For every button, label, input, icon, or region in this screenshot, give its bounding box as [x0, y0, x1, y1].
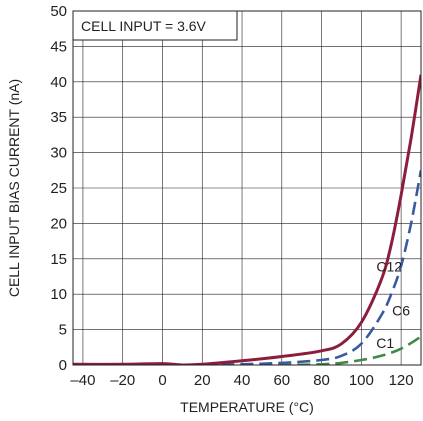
- x-tick-label: –20: [110, 372, 135, 389]
- x-tick-label: –40: [70, 372, 95, 389]
- y-tick-label: 40: [50, 74, 67, 91]
- x-tick-label: 60: [273, 372, 290, 389]
- series-labels: C12 C6 C1: [376, 259, 410, 351]
- series-line-c6: [202, 170, 421, 365]
- annotation-box: [72, 10, 238, 41]
- y-tick-label: 45: [50, 38, 67, 55]
- y-tick-label: 20: [50, 215, 67, 232]
- plot-frame: [72, 10, 422, 366]
- y-tick-labels: 0 5 10 15 20 25 30 35 40 45 50: [50, 3, 67, 374]
- y-tick-label: 5: [59, 322, 67, 339]
- x-tick-label: 0: [158, 372, 166, 389]
- y-tick-label: 30: [50, 145, 67, 162]
- x-tick-label: 20: [194, 372, 211, 389]
- series-label-c1: C1: [376, 335, 394, 351]
- series-label-c6: C6: [392, 302, 410, 318]
- x-tick-labels: –40 –20 0 20 40 60 80 100 120: [70, 372, 413, 389]
- x-tick-label: 80: [313, 372, 330, 389]
- grid: [73, 10, 421, 366]
- y-tick-label: 50: [50, 3, 67, 20]
- x-axis-title: TEMPERATURE (°C): [180, 399, 314, 415]
- x-tick-label: 120: [389, 372, 414, 389]
- annotation-text: CELL INPUT = 3.6V: [81, 18, 207, 34]
- series-line-c12: [73, 74, 421, 365]
- y-tick-label: 15: [50, 251, 67, 268]
- x-tick-label: 40: [234, 372, 251, 389]
- x-tick-label: 100: [349, 372, 374, 389]
- y-tick-label: 10: [50, 286, 67, 303]
- series-lines: [73, 74, 421, 365]
- y-tick-label: 25: [50, 180, 67, 197]
- y-tick-label: 0: [59, 357, 67, 374]
- series-label-c12: C12: [376, 259, 402, 275]
- y-axis-title: CELL INPUT BIAS CURRENT (nA): [6, 79, 22, 297]
- y-tick-label: 35: [50, 109, 67, 126]
